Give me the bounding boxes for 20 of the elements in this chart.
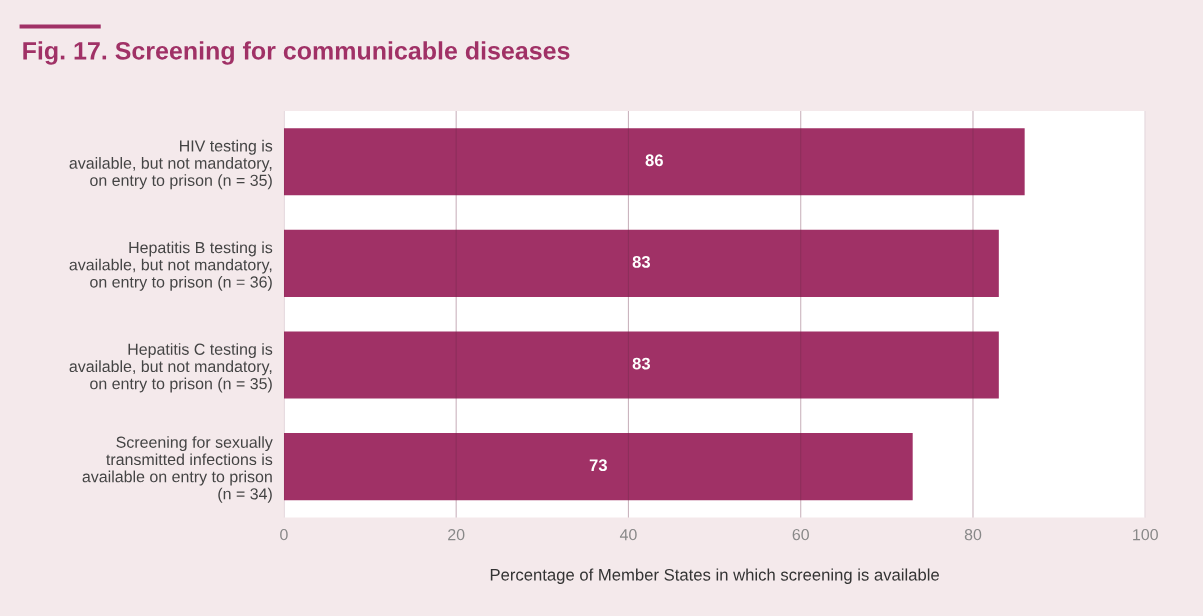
- x-tick-label: 40: [619, 528, 637, 541]
- data-label: 83: [632, 357, 651, 370]
- y-tick-label: HIV testing is available, but not mandatory, on entry to prison (n = 35): [69, 139, 273, 190]
- x-tick-label: 80: [964, 528, 982, 541]
- bar: [283, 331, 999, 399]
- bar: [283, 128, 1025, 196]
- data-label: 83: [632, 256, 651, 268]
- chart-title: Fig. 17. Screening for communicable diseases: [23, 41, 570, 65]
- x-tick-label: 20: [448, 528, 465, 541]
- data-label: 73: [589, 459, 607, 472]
- y-tick-label: Screening for sexually transmitted infections is available on entry to prison (n = 34): [82, 436, 273, 503]
- data-label: 86: [645, 154, 663, 167]
- bar: [283, 433, 913, 501]
- x-tick-label: 0: [280, 528, 288, 541]
- y-tick-label: Hepatitis C testing is available, but not mandatory, on entry to prison (n = 35): [69, 343, 273, 393]
- x-axis-title: Percentage of Member States in which screening is available: [490, 568, 939, 584]
- y-tick-label: Hepatitis B testing is available, but not mandatory, on entry to prison (n = 36): [69, 241, 273, 291]
- bar: [283, 229, 999, 297]
- x-tick-label: 60: [792, 528, 809, 541]
- x-tick-label: 100: [1133, 528, 1158, 541]
